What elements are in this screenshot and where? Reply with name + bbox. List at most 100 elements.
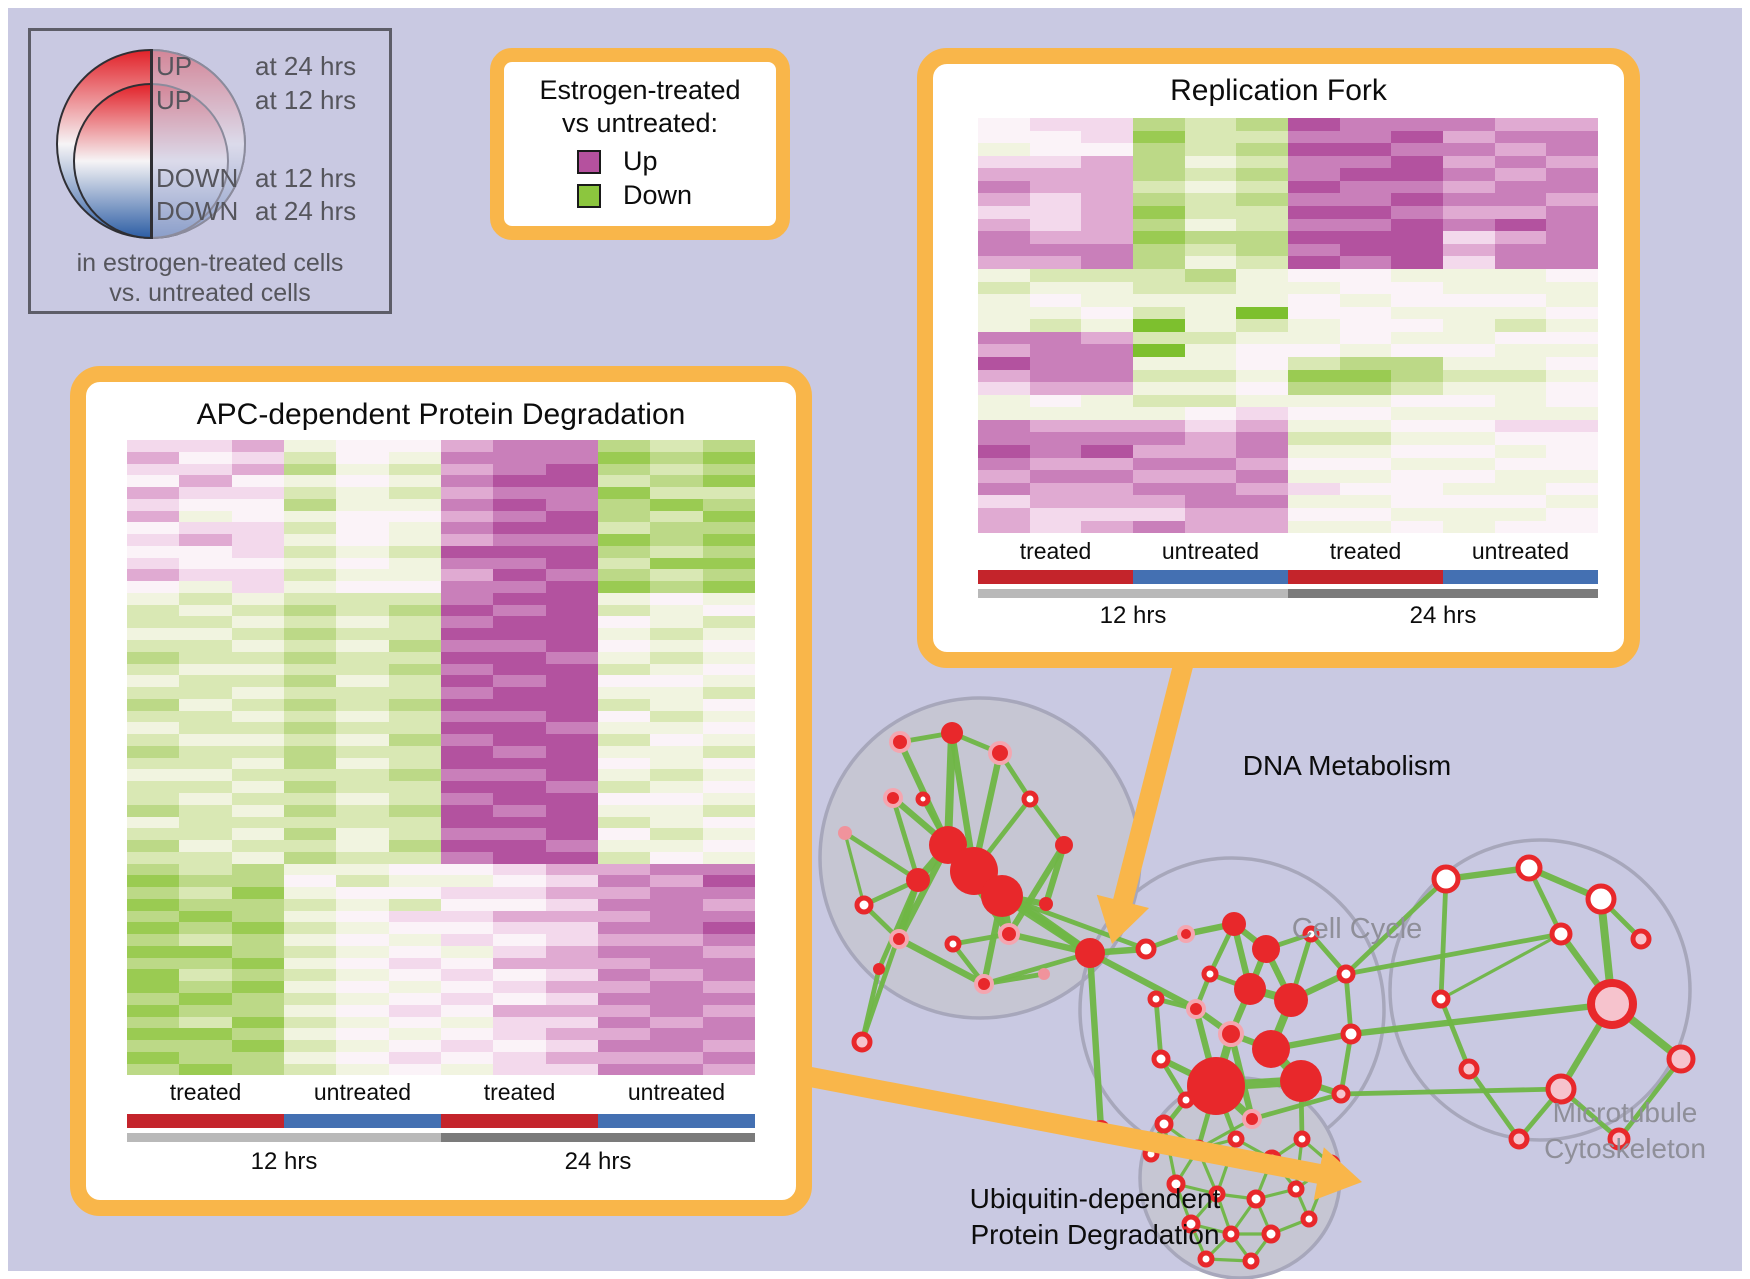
heatmap-cell — [545, 640, 598, 652]
heatmap-cell — [1443, 155, 1495, 169]
heatmap-cell — [1339, 243, 1392, 257]
heatmap-cell — [1236, 382, 1289, 395]
heatmap-cell — [336, 534, 389, 546]
heatmap-cell — [1443, 482, 1495, 496]
heatmap-cell — [1133, 218, 1185, 232]
heatmap-cell — [179, 451, 232, 464]
heatmap-cell — [597, 981, 651, 993]
heatmap-cell — [336, 687, 389, 699]
heatmap-cell — [702, 1063, 755, 1076]
heatmap-cell — [650, 875, 703, 888]
heatmap-cell — [650, 1004, 703, 1017]
heatmap-cell — [545, 616, 598, 629]
heatmap-cell — [440, 463, 494, 476]
heatmap-cell — [1288, 419, 1340, 433]
heatmap-cell — [388, 616, 441, 629]
heatmap-cell — [127, 675, 180, 688]
network-node — [1208, 1185, 1226, 1203]
heatmap-cell — [1236, 520, 1289, 534]
heatmap-cell — [545, 722, 598, 735]
heatmap-cell — [440, 816, 494, 829]
heatmap-cell — [493, 945, 546, 958]
heatmap-cell — [597, 640, 651, 652]
heatmap-cell — [650, 440, 703, 452]
heatmap-cell — [388, 910, 441, 923]
heatmap-row — [978, 520, 1599, 534]
heatmap-row — [127, 628, 755, 641]
heatmap-cell — [283, 851, 337, 864]
network-node — [1186, 999, 1206, 1019]
heatmap-cell — [1081, 268, 1134, 282]
heatmap-cell — [388, 863, 441, 876]
heatmap-cell — [702, 781, 755, 793]
heatmap-cell — [283, 675, 337, 688]
heatmap-cell — [440, 875, 494, 888]
heatmap-cell — [179, 969, 232, 982]
heatmap-cell — [1236, 281, 1289, 295]
heatmap-row — [127, 698, 755, 711]
heatmap-cell — [179, 1004, 232, 1017]
heatmap-cell — [1236, 143, 1289, 156]
heatmap-cell — [388, 945, 441, 958]
heatmap-cell — [1288, 294, 1340, 307]
heatmap-cell — [1133, 130, 1185, 144]
heatmap-cell — [1391, 470, 1444, 483]
heatmap-cell — [493, 604, 546, 617]
heatmap-cell — [1288, 520, 1340, 534]
heatmap-cell — [231, 628, 284, 641]
heatmap-cell — [1081, 432, 1134, 446]
heatmap-cell — [493, 828, 546, 841]
heatmap-cell — [231, 840, 284, 852]
network-edge — [1345, 931, 1562, 977]
heatmap-cell — [283, 934, 337, 946]
heatmap-cell — [597, 475, 651, 488]
heatmap-cell — [1236, 268, 1289, 282]
heatmap-cell — [597, 922, 651, 935]
heatmap-cell — [440, 1051, 494, 1064]
heatmap-cell — [1133, 482, 1185, 496]
heatmap-row — [127, 851, 755, 864]
heatmap-cell — [1029, 432, 1082, 446]
heatmap-cell — [493, 440, 546, 452]
heatmap-cell — [231, 875, 284, 888]
network-node — [1340, 1023, 1362, 1045]
heatmap-row — [127, 757, 755, 770]
heatmap-cell — [127, 898, 180, 911]
heatmap-cell — [597, 440, 651, 452]
heatmap-cell — [702, 757, 755, 770]
heatmap-cell — [127, 910, 180, 923]
heatmap-cell — [127, 969, 180, 982]
heatmap-cell — [179, 581, 232, 593]
heatmap-row — [978, 457, 1599, 471]
heatmap-cell — [1184, 256, 1237, 269]
heatmap-cell — [978, 218, 1030, 232]
network-edge — [1438, 998, 1472, 1070]
heatmap-cell — [1081, 319, 1134, 332]
heatmap-cell — [597, 463, 651, 476]
heatmap-cell — [1339, 130, 1392, 144]
cluster-label: Microtubule — [1553, 1097, 1698, 1128]
heatmap-row — [127, 534, 755, 546]
heatmap-cell — [545, 887, 598, 899]
heatmap-cell — [493, 651, 546, 664]
network-node — [1431, 864, 1461, 894]
network-node — [906, 868, 930, 892]
heatmap-cell — [493, 792, 546, 805]
heatmap-cell — [1288, 457, 1340, 471]
heatmap-cell — [440, 628, 494, 641]
heatmap-cell — [283, 792, 337, 805]
heatmap-cell — [493, 922, 546, 935]
network-node — [1261, 1224, 1281, 1244]
heatmap-cell — [1443, 331, 1495, 345]
heatmap-cell — [493, 1040, 546, 1052]
heatmap-cell — [283, 887, 337, 899]
heatmap-cell — [1546, 407, 1599, 420]
heatmap-cell — [1443, 281, 1495, 295]
heatmap-cell — [388, 957, 441, 970]
heatmap-cell — [650, 616, 703, 629]
heatmap-cell — [1184, 206, 1237, 219]
scale-down24-word: DOWN — [156, 196, 239, 226]
heatmap-cell — [336, 569, 389, 582]
heatmap-row — [127, 581, 755, 593]
network-node — [1336, 964, 1356, 984]
